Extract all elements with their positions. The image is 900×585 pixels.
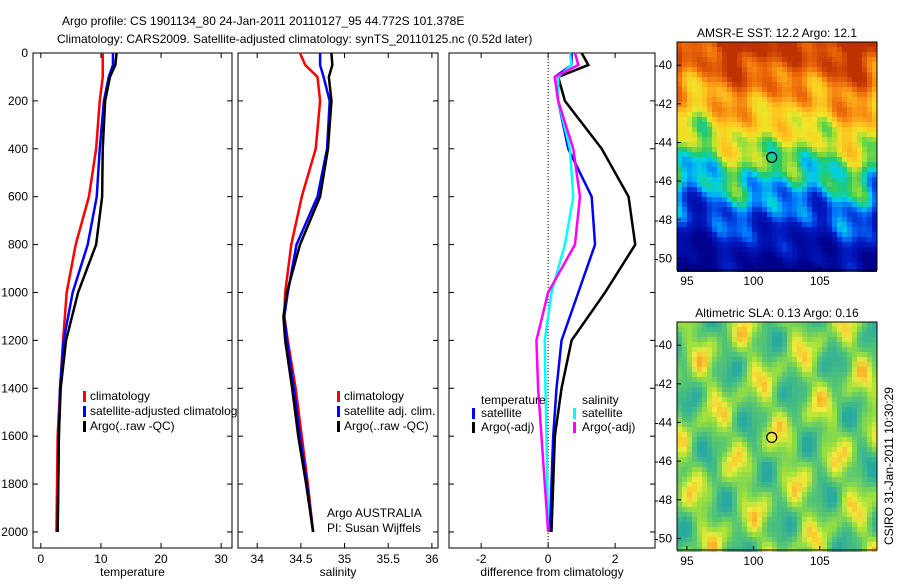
y-tick-label: 1600 xyxy=(1,429,28,443)
lat-tick-label: -50 xyxy=(655,251,673,265)
series-line-argo---raw--qc- xyxy=(56,52,118,532)
y-tick-label: 600 xyxy=(8,190,28,204)
x-axis-label: salinity xyxy=(320,565,357,579)
y-tick-label: 400 xyxy=(8,142,28,156)
legend-label: satellite xyxy=(582,406,623,420)
x-tick-label: 0 xyxy=(545,552,552,566)
figure-title-line1: Argo profile: CS 1901134_80 24-Jan-2011 … xyxy=(62,14,464,28)
legend-swatch xyxy=(472,408,475,419)
y-tick-label: 1000 xyxy=(1,285,28,299)
lon-tick-label: 95 xyxy=(680,554,694,568)
map-frame xyxy=(676,41,878,271)
y-tick-label: 200 xyxy=(8,94,28,108)
series-line-salinity-argo--adj- xyxy=(535,52,582,533)
x-axis-label: difference from climatology xyxy=(480,565,623,579)
lat-tick-label: -46 xyxy=(655,174,673,188)
x-tick-label: 34.5 xyxy=(289,552,313,566)
lat-tick-label: -48 xyxy=(655,213,673,227)
legend-header: temperature xyxy=(481,393,546,407)
map-sst: AMSR-E SST: 12.2 Argo: 12.1 95 100 105 -40 -4… xyxy=(655,26,878,288)
panel-temperature: 0 10 20 30 0 200 400 600 800 1000 1200 1400 1600 1800… xyxy=(1,46,243,579)
series-line-argo---raw--qc- xyxy=(282,52,334,533)
plot-frame xyxy=(237,52,439,549)
legend-header: salinity xyxy=(582,393,619,407)
lat-tick-label: -42 xyxy=(655,377,673,391)
lat-tick-label: -46 xyxy=(655,454,673,468)
x-tick-label: 36 xyxy=(425,552,439,566)
x-tick-label: 20 xyxy=(154,552,168,566)
argo-position-marker xyxy=(766,431,778,443)
panel-salinity: 34 34.5 35 35.5 36 salinity climatologysatelli… xyxy=(237,52,439,579)
lat-tick-label: -40 xyxy=(655,338,673,352)
lat-tick-label: -44 xyxy=(655,415,673,429)
x-tick-label: 30 xyxy=(214,552,228,566)
argo-position-marker xyxy=(766,151,778,163)
x-tick-label: 34 xyxy=(251,552,265,566)
map-title: AMSR-E SST: 12.2 Argo: 12.1 xyxy=(697,26,857,40)
y-tick-label: 1200 xyxy=(1,333,28,347)
map-frame xyxy=(676,321,878,551)
legend-label: Argo(..raw -QC) xyxy=(344,419,429,433)
x-axis-label: temperature xyxy=(100,565,165,579)
y-tick-label: 800 xyxy=(8,238,28,252)
series-line-satellite-adj--clim- xyxy=(283,53,331,533)
legend-label: climatology xyxy=(344,389,404,403)
legend-label: climatology xyxy=(90,389,150,403)
x-tick-label: 0 xyxy=(37,552,44,566)
footer-timestamp: CSIRO 31-Jan-2011 10:30:29 xyxy=(882,387,896,545)
plot-frame xyxy=(32,52,233,549)
y-tick-label: 0 xyxy=(21,46,28,60)
legend-swatch xyxy=(83,391,86,402)
legend-swatch xyxy=(472,422,475,433)
figure-title-line2: Climatology: CARS2009. Satellite-adjuste… xyxy=(57,32,532,46)
panel-note: Argo AUSTRALIA xyxy=(327,506,422,520)
legend-swatch xyxy=(83,406,86,417)
y-tick-label: 2000 xyxy=(1,525,28,539)
x-tick-label: 35.5 xyxy=(377,552,401,566)
legend-label: satellite adj. clim. xyxy=(344,404,435,418)
lon-tick-label: 100 xyxy=(743,554,763,568)
lon-tick-label: 105 xyxy=(810,274,830,288)
x-tick-label: 35 xyxy=(338,552,352,566)
legend-swatch xyxy=(337,391,340,402)
legend-label: Argo(..raw -QC) xyxy=(90,419,175,433)
legend-label: Argo(-adj) xyxy=(481,420,534,434)
legend-label: Argo(-adj) xyxy=(582,420,635,434)
legend-swatch xyxy=(337,421,340,432)
panel-note: PI: Susan Wijffels xyxy=(327,521,421,535)
legend-swatch xyxy=(83,421,86,432)
lon-tick-label: 105 xyxy=(810,554,830,568)
lat-tick-label: -42 xyxy=(655,97,673,111)
lat-tick-label: -48 xyxy=(655,493,673,507)
legend-swatch xyxy=(573,422,576,433)
map-field xyxy=(677,42,877,272)
y-tick-label: 1400 xyxy=(1,381,28,395)
y-tick-label: 1800 xyxy=(1,477,28,491)
lat-tick-label: -50 xyxy=(655,531,673,545)
x-tick-label: 10 xyxy=(94,552,108,566)
lon-tick-label: 95 xyxy=(680,274,694,288)
lon-tick-label: 100 xyxy=(743,274,763,288)
lat-tick-label: -40 xyxy=(655,58,673,72)
series-line-temperature-argo--adj- xyxy=(550,52,637,532)
lat-tick-label: -44 xyxy=(655,135,673,149)
map-sla: Altimetric SLA: 0.13 Argo: 0.16 95 100 105 -… xyxy=(655,306,878,568)
x-tick-label: -2 xyxy=(476,552,487,566)
legend-swatch xyxy=(337,406,340,417)
legend-swatch xyxy=(573,408,576,419)
legend-label: satellite xyxy=(481,406,522,420)
series-line-climatology xyxy=(283,52,322,533)
map-title: Altimetric SLA: 0.13 Argo: 0.16 xyxy=(695,306,859,320)
legend-label: satellite-adjusted climatology xyxy=(90,404,243,418)
x-tick-label: 2 xyxy=(612,552,619,566)
